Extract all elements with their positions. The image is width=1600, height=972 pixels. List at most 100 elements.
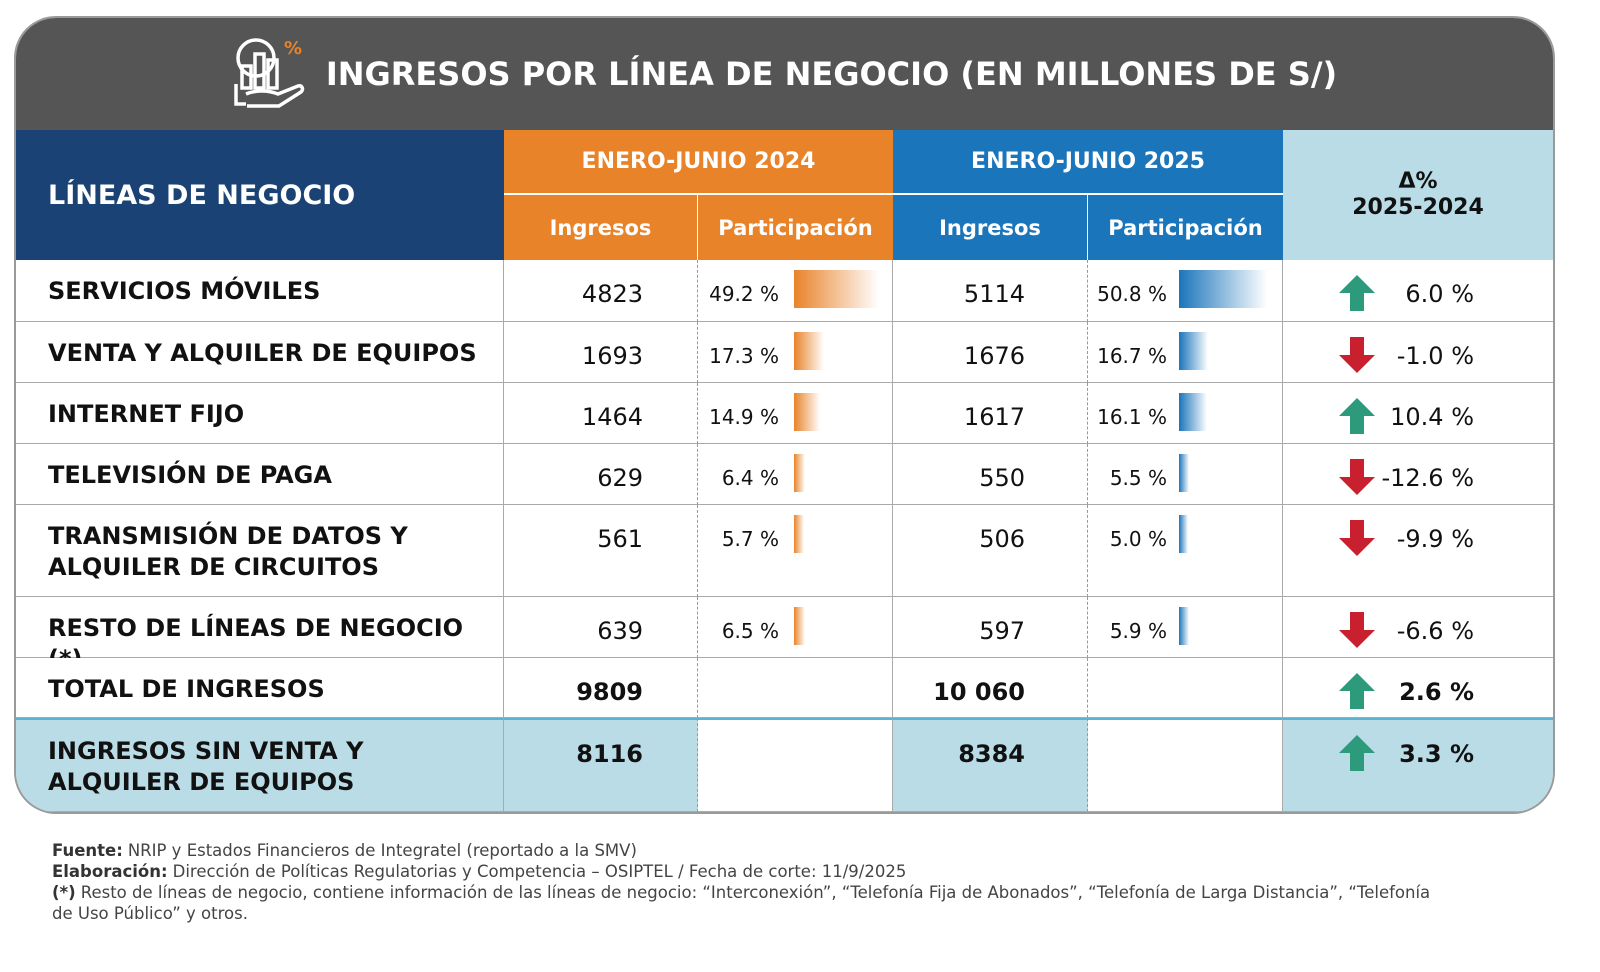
delta-label: -6.6 % <box>1396 617 1474 645</box>
header-lines: LÍNEAS DE NEGOCIO <box>16 130 504 260</box>
share-label: 16.7 % <box>1097 344 1167 368</box>
income-2024: 629 <box>504 444 698 505</box>
sub-header: Participación <box>698 195 893 260</box>
icon: % <box>234 38 304 108</box>
note-prefix: Fuente: <box>52 841 123 860</box>
delta-label: 10.4 % <box>1390 403 1474 431</box>
row-label: SERVICIOS MÓVILES <box>16 260 504 322</box>
svg-text:%: % <box>284 38 302 59</box>
share-label: 50.8 % <box>1097 282 1167 306</box>
share-2024-cell: 17.3 % <box>698 322 893 383</box>
share-bar <box>794 393 820 431</box>
delta-cell: -12.6 % <box>1283 444 1553 505</box>
share-bar <box>794 332 824 370</box>
delta-label: -12.6 % <box>1381 464 1474 492</box>
header-2024: ENERO-JUNIO 2024 <box>504 130 893 195</box>
share-label: 17.3 % <box>709 344 779 368</box>
income-2024: 4823 <box>504 260 698 322</box>
row-label: TELEVISIÓN DE PAGA <box>16 444 504 505</box>
delta-cell: 10.4 % <box>1283 383 1553 444</box>
share-bar <box>1179 454 1189 492</box>
share-2024-cell <box>698 718 893 812</box>
share-2024-cell <box>698 658 893 718</box>
row-label-line: TELEVISIÓN DE PAGA <box>48 461 332 489</box>
row-label: TRANSMISIÓN DE DATOS Y ALQUILER DE CIRCUI… <box>16 505 504 597</box>
delta-cell: -9.9 % <box>1283 505 1553 597</box>
note-prefix: (*) <box>52 883 76 902</box>
share-bar <box>1179 270 1267 308</box>
note-prefix: Elaboración: <box>52 862 168 881</box>
arrow-down <box>1339 612 1375 648</box>
table: % INGRESOS POR LÍNEA DE NEGOCIO (EN MILL… <box>16 18 1553 812</box>
arrow-down <box>1339 337 1375 373</box>
delta-cell: 2.6 % <box>1283 658 1553 718</box>
share-bar <box>1179 607 1190 645</box>
income-2025: 597 <box>893 597 1088 658</box>
share-bar <box>1179 393 1207 431</box>
title: INGRESOS POR LÍNEA DE NEGOCIO (EN MILLON… <box>325 55 1338 93</box>
sub-header: Participación <box>1088 195 1283 260</box>
income-2024: 1693 <box>504 322 698 383</box>
row-label-line: INTERNET FIJO <box>48 400 245 428</box>
row-label-line: VENTA Y ALQUILER DE EQUIPOS <box>48 339 477 367</box>
row-label: INTERNET FIJO <box>16 383 504 444</box>
delta-label: 3.3 % <box>1399 740 1474 768</box>
income-2025: 1676 <box>893 322 1088 383</box>
row-label-line: TOTAL DE INGRESOS <box>48 675 325 703</box>
share-2024-cell: 5.7 % <box>698 505 893 597</box>
header-delta: Δ% 2025-2024 <box>1283 130 1553 260</box>
delta-label: 2.6 % <box>1399 678 1474 706</box>
note-text: Resto de líneas de negocio, contiene inf… <box>52 883 1431 923</box>
note-text: Dirección de Políticas Regulatorias y Co… <box>172 862 907 881</box>
arrow-down <box>1339 520 1375 556</box>
row-label: VENTA Y ALQUILER DE EQUIPOS <box>16 322 504 383</box>
sub-header: Ingresos <box>504 195 698 260</box>
income-2024: 9809 <box>504 658 698 718</box>
delta-label: 6.0 % <box>1405 280 1474 308</box>
header-delta-line: 2025-2024 <box>1352 195 1484 220</box>
share-bar <box>1179 332 1208 370</box>
header-delta-line: Δ% <box>1398 169 1438 194</box>
income-2025: 506 <box>893 505 1088 597</box>
share-bar <box>794 270 880 308</box>
arrow-down <box>1339 459 1375 495</box>
share-2025-cell <box>1088 718 1283 812</box>
sub-header: Ingresos <box>893 195 1088 260</box>
arrow-up <box>1339 275 1375 311</box>
share-label: 6.5 % <box>721 619 779 643</box>
row-label: INGRESOS SIN VENTA Y ALQUILER DE EQUIPOS <box>16 718 504 812</box>
share-2024-cell: 6.4 % <box>698 444 893 505</box>
share-2025-cell: 50.8 % <box>1088 260 1283 322</box>
row-label-line: TRANSMISIÓN DE DATOS Y <box>48 522 408 550</box>
header-2025: ENERO-JUNIO 2025 <box>893 130 1283 195</box>
share-label: 16.1 % <box>1097 405 1167 429</box>
delta-cell: 3.3 % <box>1283 718 1553 812</box>
note: Fuente: NRIP y Estados Financieros de Int… <box>52 840 1432 861</box>
share-label: 14.9 % <box>709 405 779 429</box>
title-bar: % INGRESOS POR LÍNEA DE NEGOCIO (EN MILL… <box>16 18 1553 130</box>
share-bar <box>794 454 806 492</box>
income-2025: 1617 <box>893 383 1088 444</box>
income-2025: 5114 <box>893 260 1088 322</box>
row-label: TOTAL DE INGRESOS <box>16 658 504 718</box>
share-2025-cell: 16.1 % <box>1088 383 1283 444</box>
share-2025-cell: 5.5 % <box>1088 444 1283 505</box>
row-label-line: SERVICIOS MÓVILES <box>48 277 321 305</box>
share-2025-cell <box>1088 658 1283 718</box>
share-bar <box>1179 515 1188 553</box>
income-2025: 550 <box>893 444 1088 505</box>
delta-cell: 6.0 % <box>1283 260 1553 322</box>
note: (*) Resto de líneas de negocio, contiene … <box>52 882 1432 924</box>
income-2025: 10 060 <box>893 658 1088 718</box>
delta-cell: -1.0 % <box>1283 322 1553 383</box>
income-2024: 8116 <box>504 718 698 812</box>
share-label: 5.5 % <box>1109 466 1167 490</box>
arrow-up <box>1339 735 1375 771</box>
share-2024-cell: 49.2 % <box>698 260 893 322</box>
share-2024-cell: 14.9 % <box>698 383 893 444</box>
share-label: 5.7 % <box>721 527 779 551</box>
row-label-line: ALQUILER DE EQUIPOS <box>48 768 355 796</box>
income-2025: 8384 <box>893 718 1088 812</box>
share-label: 5.0 % <box>1109 527 1167 551</box>
income-2024: 1464 <box>504 383 698 444</box>
